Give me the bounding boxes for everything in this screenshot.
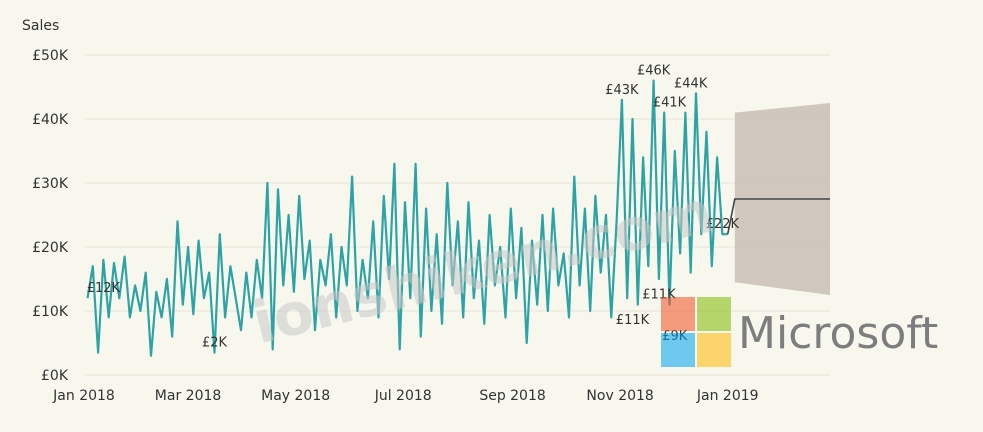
data-label: £2K (202, 336, 228, 351)
y-tick-label: £40K (32, 112, 69, 128)
y-axis-ticks: £0K £10K £20K £30K £40K £50K (32, 48, 69, 384)
microsoft-wordmark: Microsoft (738, 308, 938, 359)
y-tick-label: £10K (32, 304, 69, 320)
x-tick-label: Jan 2019 (696, 388, 759, 404)
y-tick-label: £30K (32, 176, 69, 192)
data-label: £22K (706, 217, 740, 232)
microsoft-logo: Microsoft (661, 297, 938, 367)
y-tick-label: £20K (32, 240, 69, 256)
data-label: £12K (87, 281, 121, 296)
x-tick-label: Jan 2018 (52, 388, 115, 404)
x-tick-label: Jul 2018 (374, 388, 432, 404)
y-axis-label: Sales (22, 18, 59, 34)
watermark-text: ionshiken.com (246, 177, 720, 357)
sales-line (86, 79, 728, 357)
x-tick-label: Nov 2018 (586, 388, 653, 404)
forecast-line (726, 198, 830, 235)
logo-square-green (697, 297, 731, 331)
logo-square-yellow (697, 333, 731, 367)
x-tick-label: May 2018 (261, 388, 330, 404)
data-label: £11K (616, 313, 650, 328)
data-label: £46K (637, 64, 671, 79)
data-label: £44K (674, 76, 708, 91)
x-tick-label: Sep 2018 (479, 388, 545, 404)
x-tick-label: Mar 2018 (155, 388, 222, 404)
logo-square-red (661, 297, 695, 331)
series-sales (86, 79, 830, 357)
data-label: £41K (653, 96, 687, 111)
data-label: £43K (605, 83, 639, 98)
y-tick-label: £50K (32, 48, 69, 64)
gridlines (84, 54, 830, 376)
y-tick-label: £0K (41, 368, 69, 384)
x-axis-ticks: Jan 2018 Mar 2018 May 2018 Jul 2018 Sep 2018… (52, 388, 758, 404)
logo-square-blue (661, 333, 695, 367)
